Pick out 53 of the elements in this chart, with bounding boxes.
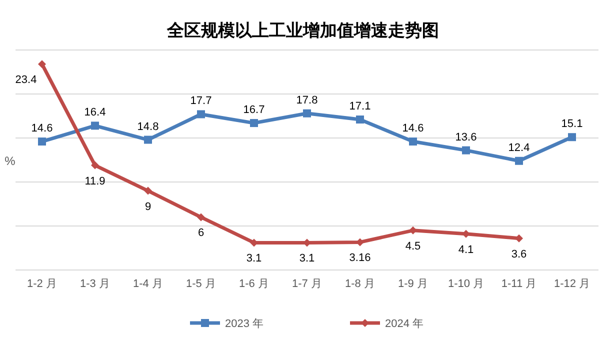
x-tick-label: 1-7 月 [292, 278, 322, 290]
data-label: 6 [198, 227, 204, 240]
x-tick-label: 1-5 月 [186, 278, 216, 290]
data-label: 4.1 [458, 244, 474, 256]
point [515, 234, 523, 242]
data-label: 17.8 [296, 94, 318, 106]
chart-title: 全区规模以上工业增加值增速走势图 [166, 21, 439, 40]
point [197, 213, 205, 222]
data-label: 16.4 [84, 106, 106, 119]
data-label: 3.1 [246, 252, 262, 265]
data-label: 13.6 [455, 131, 477, 144]
legend-label: 2023 年 [225, 318, 264, 330]
x-tick-label: 1-6 月 [239, 278, 269, 290]
point [303, 109, 311, 118]
point [356, 238, 364, 246]
x-tick-label: 1-4 月 [133, 278, 163, 290]
data-label: 15.1 [561, 118, 583, 130]
legend-label: 2024 年 [385, 318, 424, 330]
point [144, 186, 152, 195]
data-label: 23.4 [15, 74, 37, 86]
data-label: 11.9 [84, 175, 106, 188]
data-label: 3.6 [511, 248, 527, 260]
x-tick-label: 1-8 月 [345, 278, 375, 290]
point [38, 138, 46, 146]
data-label: 3.1 [299, 252, 315, 265]
point [250, 119, 258, 128]
x-tick-label: 1-9 月 [398, 278, 428, 290]
point [91, 161, 99, 170]
point [91, 122, 99, 130]
data-label: 9 [144, 200, 152, 213]
point [197, 110, 205, 118]
y-axis-title: % [4, 154, 16, 168]
point [568, 133, 576, 142]
x-tick-label: 1-3 月 [80, 278, 110, 290]
x-tick-label: 1-2 月 [27, 278, 57, 290]
point [515, 156, 523, 165]
data-label: 4.5 [405, 240, 421, 252]
point [356, 116, 364, 124]
point [144, 136, 152, 144]
x-tick-label: 1-11 月 [501, 278, 537, 290]
data-label: 14.8 [137, 120, 159, 133]
data-label: 12.4 [508, 142, 530, 154]
point [462, 146, 470, 154]
x-tick-label: 1-12 月 [554, 278, 590, 290]
data-label: 17.1 [349, 100, 371, 113]
point [38, 60, 46, 68]
x-tick-label: 1-10 月 [448, 278, 484, 290]
data-label: 14.6 [402, 122, 424, 135]
point [409, 138, 417, 146]
data-label: 17.7 [190, 95, 212, 108]
data-label: 14.6 [31, 122, 53, 135]
data-label: 16.7 [243, 104, 265, 116]
data-label: 3.16 [349, 252, 371, 264]
